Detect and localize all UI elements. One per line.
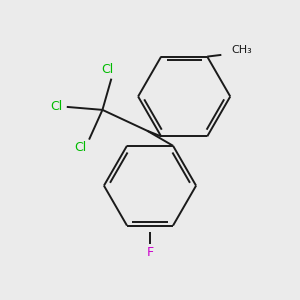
Text: CH₃: CH₃ xyxy=(232,45,253,56)
Text: Cl: Cl xyxy=(50,100,62,113)
Text: Cl: Cl xyxy=(101,63,113,76)
Text: Cl: Cl xyxy=(74,140,86,154)
Text: F: F xyxy=(146,246,154,259)
